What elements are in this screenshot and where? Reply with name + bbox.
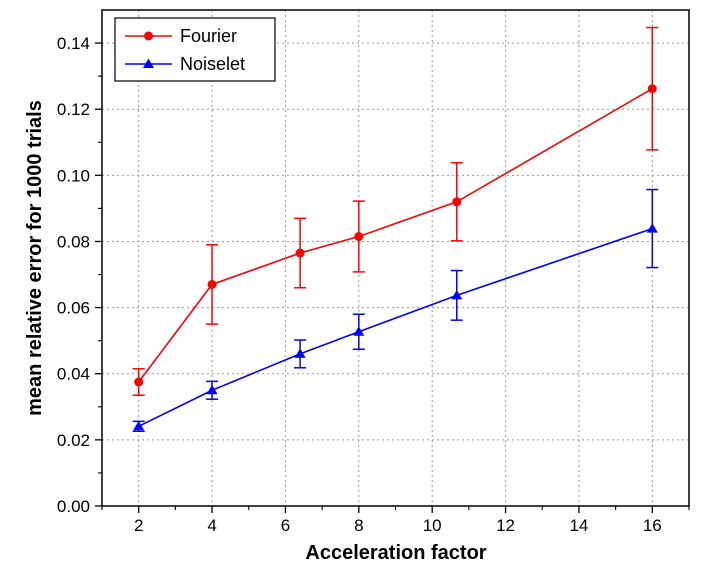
y-tick-label: 0.06 [57,299,90,318]
x-tick-label: 4 [207,516,216,535]
data-point-noiselet [451,289,463,300]
y-tick-label: 0.12 [57,100,90,119]
legend-marker-noiselet [143,58,154,68]
x-tick-label: 8 [354,516,363,535]
x-axis-title: Acceleration factor [305,542,486,564]
x-tick-label: 16 [643,516,662,535]
x-tick-label: 2 [134,516,143,535]
grid [102,10,689,506]
series-line-fourier [138,88,653,383]
legend-label-fourier: Fourier [180,26,237,46]
legend-box [114,17,276,82]
series-line-noiselet [138,227,653,428]
y-tick-label: 0.08 [57,232,90,251]
series-noiselet [132,188,659,433]
legend: Fourier Noiselet [114,17,276,82]
data-point-noiselet [294,348,306,358]
data-point-fourier [452,197,462,207]
data-point-noiselet [206,384,218,395]
x-tick-label: 12 [496,516,515,535]
y-tick-label: 0.00 [57,497,90,516]
y-tick-label: 0.10 [57,166,90,185]
data-point-noiselet [133,420,145,431]
x-tick-label: 6 [281,516,290,535]
x-tick-label: 10 [423,516,442,535]
axis-ticks: 2 4 6 8 10 12 14 16 0.00 0.02 0.04 0.06 0.08 0.10 0.12… [57,34,690,535]
y-tick-label: 0.02 [57,431,90,450]
data-point-fourier [134,377,144,387]
series-group [132,26,659,433]
data-point-fourier [207,279,217,289]
y-axis-title: mean relative error for 1000 trials [24,100,46,416]
data-point-noiselet [646,223,658,233]
series-fourier [132,26,659,396]
legend-label-noiselet: Noiselet [180,54,245,74]
data-point-fourier [295,248,305,258]
legend-marker-fourier [144,31,153,41]
y-tick-label: 0.14 [57,34,90,53]
plot-frame [101,9,690,507]
data-point-fourier [647,84,657,94]
data-point-noiselet [353,326,365,336]
x-tick-label: 14 [569,516,588,535]
data-point-fourier [354,232,364,242]
y-tick-label: 0.04 [57,365,90,384]
